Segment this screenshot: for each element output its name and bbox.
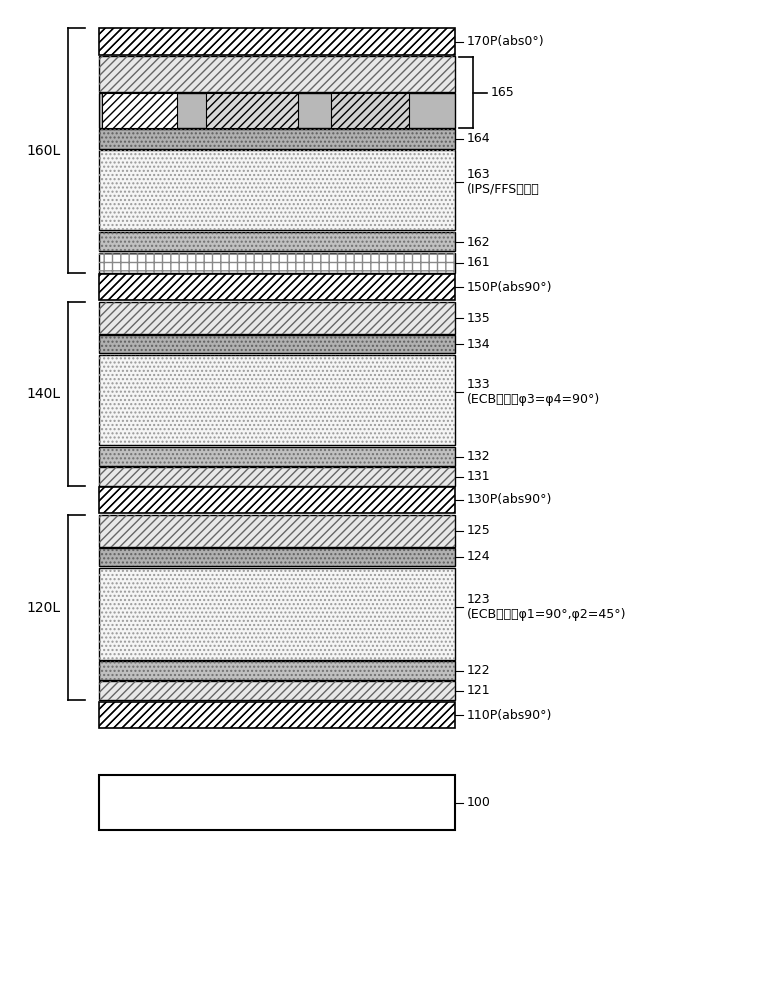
Bar	[99, 28, 455, 55]
Bar	[99, 487, 455, 513]
Bar	[99, 335, 455, 353]
Text: 132: 132	[467, 450, 490, 464]
Bar	[99, 274, 455, 300]
Text: 150P(abs90°): 150P(abs90°)	[467, 280, 553, 294]
Bar	[99, 681, 455, 700]
Bar	[99, 150, 455, 230]
Text: 164: 164	[467, 132, 490, 145]
Bar	[99, 150, 455, 230]
Bar	[99, 355, 455, 445]
Bar	[102, 93, 177, 128]
Bar	[99, 129, 455, 149]
Text: 131: 131	[467, 471, 490, 484]
Bar	[99, 232, 455, 251]
Bar	[99, 661, 455, 680]
Bar	[99, 548, 455, 566]
Text: 161: 161	[467, 256, 490, 269]
Bar	[99, 274, 455, 300]
Bar	[99, 129, 455, 149]
Bar	[331, 93, 409, 128]
Text: 170P(abs0°): 170P(abs0°)	[467, 35, 544, 48]
Text: 135: 135	[467, 312, 490, 324]
Text: 163
(IPS/FFS模式）: 163 (IPS/FFS模式）	[467, 168, 540, 196]
Bar	[99, 515, 455, 547]
Bar	[99, 28, 455, 55]
Bar	[99, 661, 455, 680]
Bar	[99, 548, 455, 566]
Text: 100: 100	[467, 796, 490, 810]
Bar	[99, 302, 455, 334]
Text: 124: 124	[467, 550, 490, 564]
Text: 110P(abs90°): 110P(abs90°)	[467, 708, 552, 722]
Bar	[99, 355, 455, 445]
Bar	[99, 702, 455, 728]
Bar	[99, 487, 455, 513]
Bar	[99, 447, 455, 466]
Bar	[99, 232, 455, 251]
Bar	[99, 775, 455, 830]
Text: 165: 165	[490, 86, 514, 99]
Text: 122: 122	[467, 664, 490, 678]
Bar	[99, 253, 455, 273]
Bar	[99, 447, 455, 466]
Bar	[99, 467, 455, 486]
Text: 160L: 160L	[27, 144, 61, 158]
Text: 140L: 140L	[27, 387, 61, 401]
Bar	[99, 56, 455, 92]
Bar	[99, 93, 455, 128]
Bar	[99, 487, 455, 513]
Text: 133
(ECB模式：φ3=φ4=90°): 133 (ECB模式：φ3=φ4=90°)	[467, 378, 600, 406]
Bar	[206, 93, 298, 128]
Bar	[99, 568, 455, 660]
Bar	[99, 681, 455, 700]
Bar	[99, 702, 455, 728]
Bar	[99, 253, 455, 273]
Text: 121: 121	[467, 684, 490, 698]
Bar	[99, 467, 455, 486]
Text: 120L: 120L	[27, 600, 61, 614]
Bar	[99, 56, 455, 92]
Text: 123
(ECB模式：φ1=90°,φ2=45°): 123 (ECB模式：φ1=90°,φ2=45°)	[467, 593, 626, 621]
Text: 162: 162	[467, 235, 490, 248]
Text: 130P(abs90°): 130P(abs90°)	[467, 493, 552, 506]
Bar	[99, 335, 455, 353]
Bar	[99, 302, 455, 334]
Bar	[99, 702, 455, 728]
Bar	[99, 515, 455, 547]
Bar	[99, 28, 455, 55]
Bar	[99, 274, 455, 300]
Text: 125: 125	[467, 524, 490, 538]
Bar	[99, 568, 455, 660]
Text: 134: 134	[467, 338, 490, 351]
